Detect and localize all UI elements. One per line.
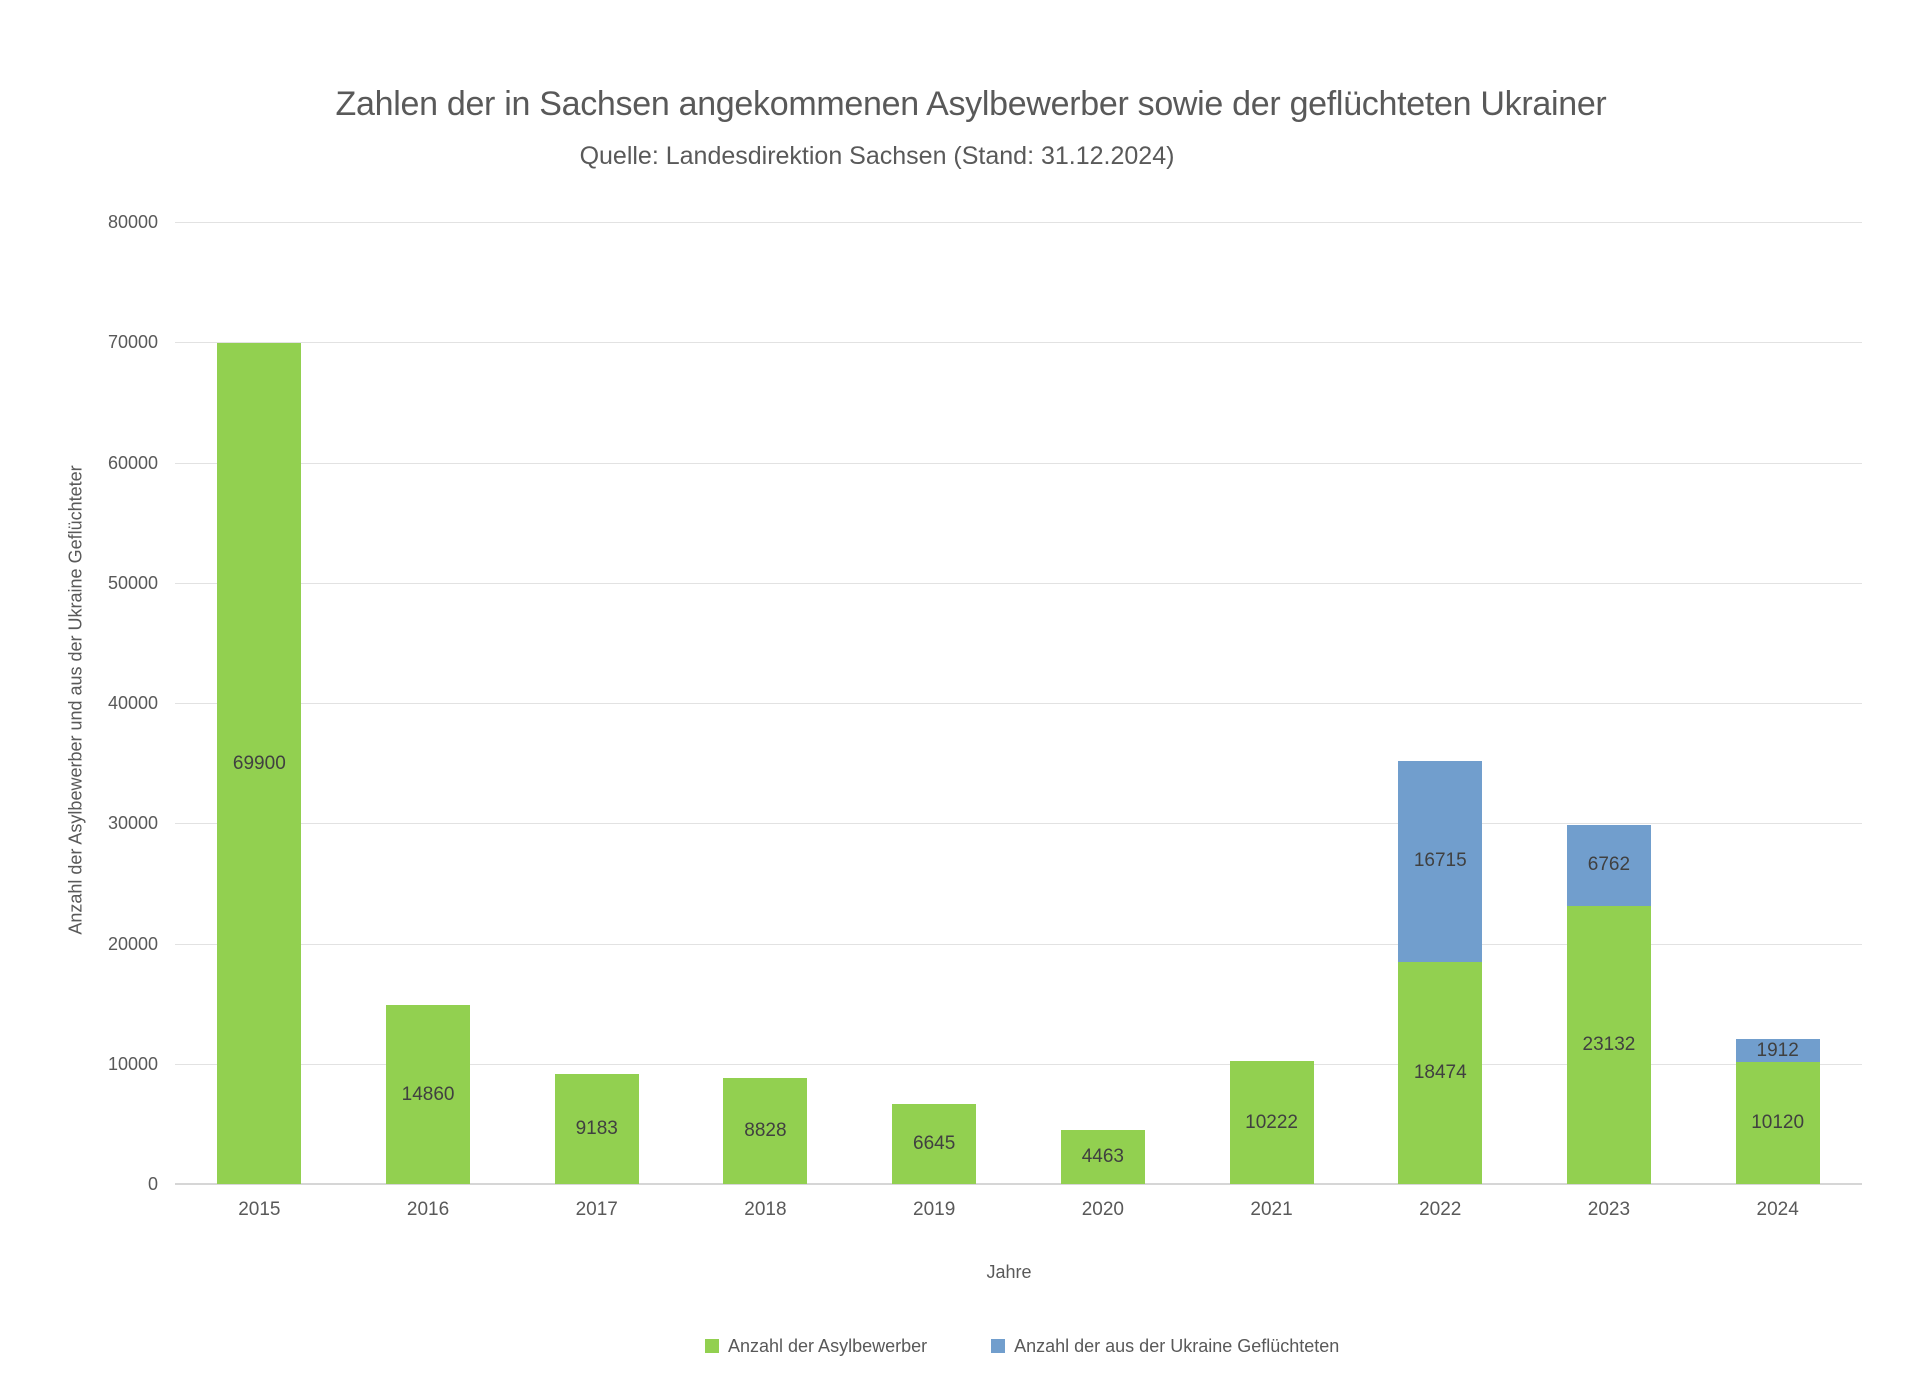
chart-subtitle: Quelle: Landesdirektion Sachsen (Stand: …	[579, 142, 1175, 170]
legend-label-ukraine: Anzahl der aus der Ukraine Geflüchteten	[1014, 1336, 1340, 1356]
bar-value-label: 9183	[575, 1117, 618, 1139]
gridline	[175, 943, 1862, 945]
x-axis-title: Jahre	[986, 1262, 1032, 1282]
legend-label-asylbewerber: Anzahl der Asylbewerber	[728, 1336, 928, 1356]
gridline	[175, 823, 1862, 825]
bar-value-label: 14860	[401, 1083, 455, 1105]
bar-segment-ukraine	[1398, 760, 1483, 962]
y-tick-label: 60000	[107, 452, 158, 473]
y-tick-label: 50000	[107, 572, 158, 593]
x-tick-label: 2020	[1081, 1199, 1124, 1220]
legend-item-ukraine: Anzahl der aus der Ukraine Geflüchteten	[991, 1336, 1339, 1356]
bar-value-label: 23132	[1582, 1033, 1636, 1055]
x-tick-label: 2021	[1250, 1199, 1293, 1220]
y-tick-label: 70000	[107, 332, 158, 353]
bar-value-label: 69900	[232, 752, 286, 774]
gridline	[175, 582, 1862, 584]
y-tick-label: 30000	[107, 813, 158, 834]
x-tick-label: 2022	[1419, 1199, 1462, 1220]
y-tick-label: 10000	[107, 1053, 158, 1074]
gridline	[175, 462, 1862, 464]
bar-segment-asylbewerber	[1735, 1062, 1820, 1184]
y-tick-label: 80000	[107, 212, 158, 232]
bar-segment-asylbewerber	[892, 1104, 977, 1184]
bar-segment-asylbewerber	[1566, 905, 1651, 1184]
bar-value-label: 1912	[1756, 1039, 1799, 1061]
x-tick-label: 2015	[238, 1199, 281, 1220]
bar-segment-ukraine	[1735, 1039, 1820, 1063]
chart-title: Zahlen der in Sachsen angekommenen Asylb…	[335, 85, 1607, 123]
bar-segment-asylbewerber	[723, 1077, 808, 1184]
bar-segment-asylbewerber	[554, 1073, 639, 1184]
legend-item-asylbewerber: Anzahl der Asylbewerber	[705, 1336, 927, 1356]
bar-value-label: 8828	[744, 1119, 787, 1141]
y-tick-label: 40000	[107, 693, 158, 713]
bar-segment-ukraine	[1566, 824, 1651, 906]
y-tick-label: 0	[147, 1174, 158, 1194]
bar-value-label: 6645	[913, 1133, 956, 1155]
bar-segment-asylbewerber	[1060, 1130, 1145, 1184]
x-tick-label: 2024	[1756, 1199, 1799, 1220]
bar-value-label: 4463	[1081, 1146, 1124, 1168]
bar-segment-asylbewerber	[386, 1005, 471, 1184]
gridline	[175, 1063, 1862, 1065]
bar-value-label: 16715	[1413, 850, 1467, 872]
x-tick-label: 2017	[575, 1199, 618, 1220]
gridline	[175, 222, 1862, 223]
x-tick-label: 2018	[744, 1199, 787, 1220]
bar-value-label: 10120	[1751, 1112, 1805, 1134]
gridline	[175, 703, 1862, 704]
y-tick-label: 20000	[107, 933, 158, 954]
chart-legend: Anzahl der Asylbewerber Anzahl der aus d…	[705, 1336, 1339, 1356]
bar-value-label: 10222	[1245, 1111, 1298, 1133]
legend-marker-asylbewerber-icon	[705, 1339, 719, 1353]
x-tick-label: 2016	[406, 1199, 450, 1220]
bar-value-label: 18474	[1413, 1061, 1467, 1083]
x-tick-label: 2023	[1587, 1199, 1631, 1220]
bar-segment-asylbewerber	[1398, 961, 1483, 1184]
gridline	[175, 342, 1862, 344]
bar-segment-asylbewerber	[217, 343, 302, 1184]
bar-value-label: 6762	[1587, 854, 1631, 876]
x-axis-line	[175, 1183, 1862, 1185]
legend-marker-ukraine-icon	[991, 1339, 1006, 1353]
x-tick-label: 2019	[913, 1199, 956, 1220]
bar-segment-asylbewerber	[1229, 1061, 1314, 1184]
